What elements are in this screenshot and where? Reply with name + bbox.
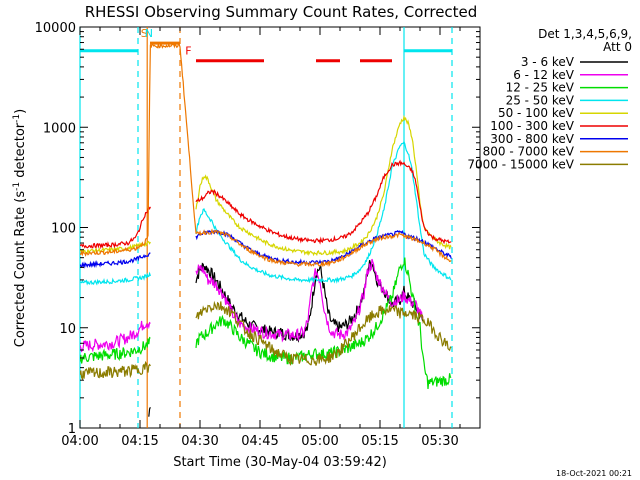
y-axis-label: Corrected Count Rate (s-1 detector-1) [12,109,28,347]
y-axis-label-sup2: -1 [12,114,22,123]
chart-title: RHESSI Observing Summary Count Rates, Co… [85,3,478,21]
legend-label-4: 25 - 50 keV [506,93,575,107]
y-axis: 1 10 100 1000 10000 [35,21,480,437]
legend-header-line2: Att 0 [603,40,632,54]
series-line-4 [80,271,151,286]
y-tick-label: 1 [68,422,76,437]
x-tick-label: 04:45 [241,434,278,449]
series-line-2 [195,258,424,343]
y-axis-label-part1: Corrected Count Rate (s [13,191,28,348]
series-line-7 [80,252,151,269]
legend-label-7: 300 - 800 keV [490,132,574,146]
x-tick-label: 04:30 [181,434,218,449]
annotation-label: S [141,27,148,40]
legend-label-3: 12 - 25 keV [506,81,575,95]
series-line-4 [195,140,452,284]
y-axis-label-sup1: -1 [12,182,22,191]
x-tick-label: 05:00 [301,434,338,449]
series-line-9 [195,300,452,366]
y-tick-label: 1000 [43,121,76,136]
series-line-2 [80,320,151,353]
series-line-7 [195,229,452,266]
y-tick-label: 10 [59,322,76,337]
series-line-6 [80,206,151,250]
legend-label-9: 7000 - 15000 keV [467,157,574,171]
x-tick-label: 04:15 [121,434,158,449]
legend-label-5: 50 - 100 keV [498,106,575,120]
x-axis-label: Start Time (30-May-04 03:59:42) [173,455,387,470]
annotation-label: N [145,27,153,40]
legend-header-line1: Det 1,3,4,5,6,9, [538,27,632,41]
legend-label-8: 800 - 7000 keV [483,145,575,159]
y-axis-label-part2: detector [13,122,28,182]
legend-label-1: 3 - 6 keV [521,55,575,69]
x-tick-label: 05:15 [361,434,398,449]
series-line-6 [195,159,452,245]
y-axis-label-part3: ) [13,109,28,114]
series-line-3 [80,336,151,364]
annotation-label: F [185,45,191,58]
x-tick-label: 04:00 [61,434,98,449]
y-tick-label: 10000 [35,21,76,36]
series-line-3 [195,257,452,390]
series-line-1 [148,407,151,417]
plot-area: SN F [79,26,481,429]
legend-label-6: 100 - 300 keV [490,119,574,133]
legend-label-2: 6 - 12 keV [513,68,575,82]
y-tick-label: 100 [51,222,76,237]
footer-timestamp: 18-Oct-2021 00:21 [556,469,632,478]
series-line-5 [195,114,452,257]
x-tick-label: 05:30 [421,434,458,449]
series-line-9 [80,360,151,381]
series-line-8 [80,41,452,268]
series-line-1 [195,260,424,343]
x-axis: 04:00 04:15 04:30 04:45 05:00 05:15 05:30 [61,27,481,449]
